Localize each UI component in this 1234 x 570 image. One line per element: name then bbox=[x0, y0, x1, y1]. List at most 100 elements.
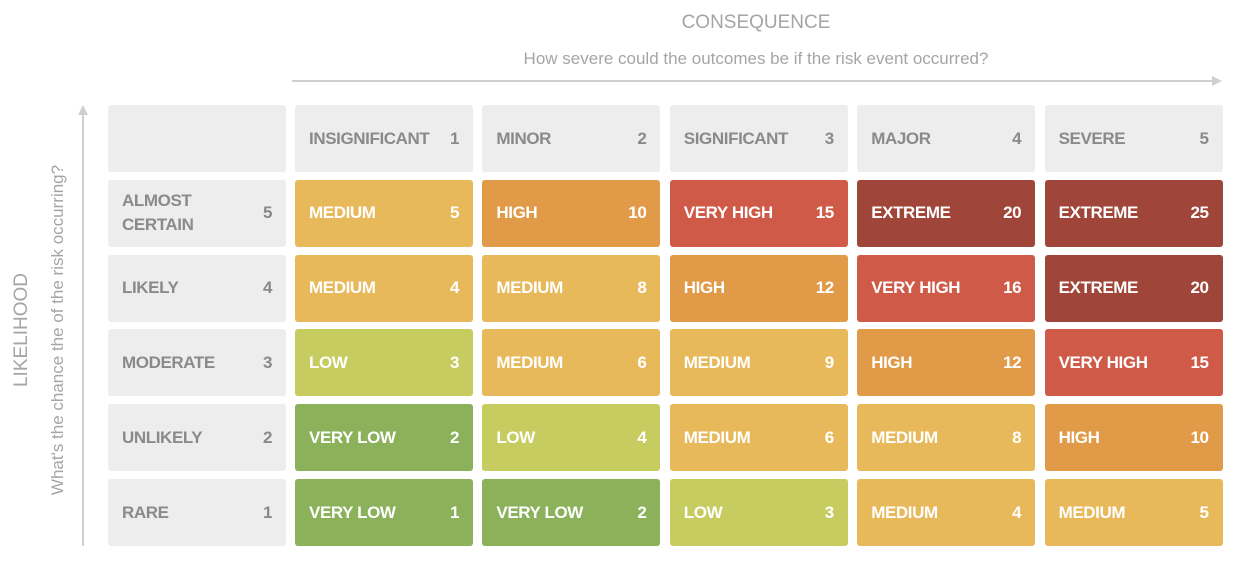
column-header: SEVERE 5 bbox=[1044, 105, 1223, 172]
risk-score: 2 bbox=[449, 427, 459, 447]
risk-label: MEDIUM bbox=[683, 352, 751, 372]
risk-label: VERY HIGH bbox=[1058, 352, 1148, 372]
row-header: ALMOST CERTAIN 5 bbox=[108, 179, 286, 247]
risk-label: MEDIUM bbox=[871, 427, 938, 447]
column-score: 5 bbox=[1199, 128, 1209, 148]
risk-cell: MEDIUM 8 bbox=[857, 404, 1036, 472]
likelihood-subtitle: What's the chance the of the risk occurr… bbox=[48, 164, 67, 496]
risk-cell: VERY LOW 2 bbox=[482, 479, 661, 546]
risk-score: 4 bbox=[637, 427, 647, 447]
risk-cell: EXTREME 20 bbox=[1044, 254, 1223, 322]
risk-score: 1 bbox=[449, 502, 459, 522]
risk-cell: LOW 3 bbox=[295, 329, 473, 397]
risk-label: VERY LOW bbox=[496, 502, 583, 522]
row-label: RARE bbox=[122, 502, 169, 522]
column-label: MINOR bbox=[496, 128, 552, 148]
row-score: 3 bbox=[262, 352, 272, 372]
row-label: UNLIKELY bbox=[122, 427, 203, 447]
row-label: LIKELY bbox=[122, 278, 179, 298]
risk-cell: MEDIUM 5 bbox=[295, 179, 473, 247]
risk-label: HIGH bbox=[871, 352, 913, 372]
risk-cell: VERY HIGH 15 bbox=[1044, 329, 1223, 397]
row-label: ALMOST CERTAIN bbox=[122, 191, 194, 235]
row-header: RARE 1 bbox=[108, 479, 286, 546]
risk-label: MEDIUM bbox=[683, 427, 751, 447]
row-header: UNLIKELY 2 bbox=[108, 404, 286, 472]
consequence-arrowhead bbox=[1212, 76, 1222, 86]
risk-label: LOW bbox=[309, 352, 348, 372]
risk-cell: HIGH 12 bbox=[669, 254, 848, 322]
risk-label: VERY LOW bbox=[309, 427, 396, 447]
risk-score: 20 bbox=[1190, 278, 1209, 298]
risk-cell: VERY HIGH 15 bbox=[669, 179, 848, 247]
risk-score: 4 bbox=[449, 278, 459, 298]
risk-label: MEDIUM bbox=[496, 278, 563, 298]
consequence-subtitle: How severe could the outcomes be if the … bbox=[523, 49, 989, 68]
row-score: 4 bbox=[262, 278, 272, 298]
risk-label: EXTREME bbox=[871, 203, 951, 223]
risk-score: 5 bbox=[1199, 502, 1209, 522]
column-score: 3 bbox=[824, 128, 834, 148]
risk-score: 15 bbox=[1190, 352, 1209, 372]
risk-label: VERY LOW bbox=[309, 502, 396, 522]
column-header: MAJOR 4 bbox=[857, 105, 1036, 172]
risk-cell: MEDIUM 5 bbox=[1044, 479, 1223, 546]
column-score: 2 bbox=[637, 128, 647, 148]
risk-label: LOW bbox=[683, 502, 723, 522]
risk-score: 4 bbox=[1012, 502, 1022, 522]
risk-label: VERY HIGH bbox=[683, 203, 773, 223]
risk-label: MEDIUM bbox=[1058, 502, 1126, 522]
risk-score: 15 bbox=[815, 203, 835, 223]
row-label: MODERATE bbox=[122, 352, 215, 372]
risk-label: HIGH bbox=[1058, 427, 1100, 447]
column-label: SIGNIFICANT bbox=[683, 128, 789, 148]
likelihood-title: LIKELIHOOD bbox=[11, 272, 32, 388]
risk-score: 16 bbox=[1003, 278, 1022, 298]
risk-score: 8 bbox=[637, 278, 647, 298]
risk-cell: LOW 3 bbox=[669, 479, 848, 546]
consequence-title: CONSEQUENCE bbox=[681, 12, 831, 33]
risk-score: 3 bbox=[449, 352, 459, 372]
risk-score: 20 bbox=[1003, 203, 1022, 223]
row-score: 5 bbox=[262, 203, 272, 223]
risk-label: EXTREME bbox=[1058, 203, 1139, 223]
risk-score: 6 bbox=[824, 427, 834, 447]
column-score: 1 bbox=[449, 128, 459, 148]
risk-cell: MEDIUM 4 bbox=[857, 479, 1036, 546]
risk-cell: EXTREME 20 bbox=[857, 179, 1036, 247]
row-header: MODERATE 3 bbox=[108, 329, 286, 397]
risk-score: 12 bbox=[815, 278, 835, 298]
risk-cell: LOW 4 bbox=[482, 404, 661, 472]
risk-cell: EXTREME 25 bbox=[1044, 179, 1223, 247]
risk-cell: VERY HIGH 16 bbox=[857, 254, 1036, 322]
risk-label: VERY HIGH bbox=[871, 278, 961, 298]
risk-cell: VERY LOW 1 bbox=[295, 479, 473, 546]
risk-label: MEDIUM bbox=[309, 203, 376, 223]
risk-cell: VERY LOW 2 bbox=[295, 404, 473, 472]
row-score: 2 bbox=[262, 427, 272, 447]
row-score: 1 bbox=[262, 502, 272, 522]
corner-cell bbox=[108, 105, 286, 172]
risk-label: LOW bbox=[496, 427, 535, 447]
risk-cell: HIGH 10 bbox=[482, 179, 661, 247]
risk-score: 8 bbox=[1012, 427, 1022, 447]
risk-label: MEDIUM bbox=[496, 352, 563, 372]
column-header: SIGNIFICANT 3 bbox=[669, 105, 848, 172]
risk-label: HIGH bbox=[683, 278, 725, 298]
risk-label: MEDIUM bbox=[871, 502, 938, 522]
risk-score: 9 bbox=[824, 352, 834, 372]
risk-cell: MEDIUM 6 bbox=[482, 329, 661, 397]
column-label: MAJOR bbox=[871, 128, 931, 148]
risk-score: 3 bbox=[824, 502, 834, 522]
risk-cell: MEDIUM 4 bbox=[295, 254, 473, 322]
risk-score: 10 bbox=[1190, 427, 1209, 447]
risk-label: HIGH bbox=[496, 203, 538, 223]
risk-cell: HIGH 12 bbox=[857, 329, 1036, 397]
risk-score: 10 bbox=[628, 203, 647, 223]
risk-cell: MEDIUM 6 bbox=[669, 404, 848, 472]
risk-cell: HIGH 10 bbox=[1044, 404, 1223, 472]
column-label: INSIGNIFICANT bbox=[309, 128, 430, 148]
column-label: SEVERE bbox=[1058, 128, 1126, 148]
